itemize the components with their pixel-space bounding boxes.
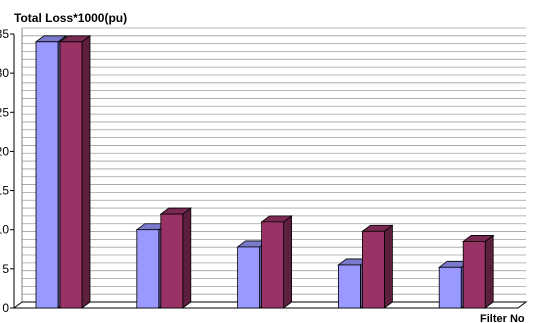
y-tick-label: 30 [0, 66, 9, 80]
bar [58, 35, 92, 309]
y-tick-label: 20 [0, 144, 9, 158]
y-tick-label: 0 [2, 301, 9, 315]
bar [260, 215, 293, 309]
y-tick-labels: 0 5 10 15 20 25 30 35 [0, 27, 9, 315]
x-axis-label: Filter No [480, 313, 525, 323]
y-tick-label: 5 [2, 262, 9, 276]
y-tick-label: 35 [0, 27, 9, 41]
bar [462, 234, 495, 309]
bars [34, 35, 495, 309]
bar [361, 224, 394, 309]
y-tick-label: 10 [0, 223, 9, 237]
y-tick-label: 15 [0, 184, 9, 198]
y-tick-label: 25 [0, 105, 9, 119]
y-axis-label: Total Loss*1000(pu) [14, 11, 127, 25]
bar [159, 207, 193, 309]
gridlines [22, 27, 526, 303]
